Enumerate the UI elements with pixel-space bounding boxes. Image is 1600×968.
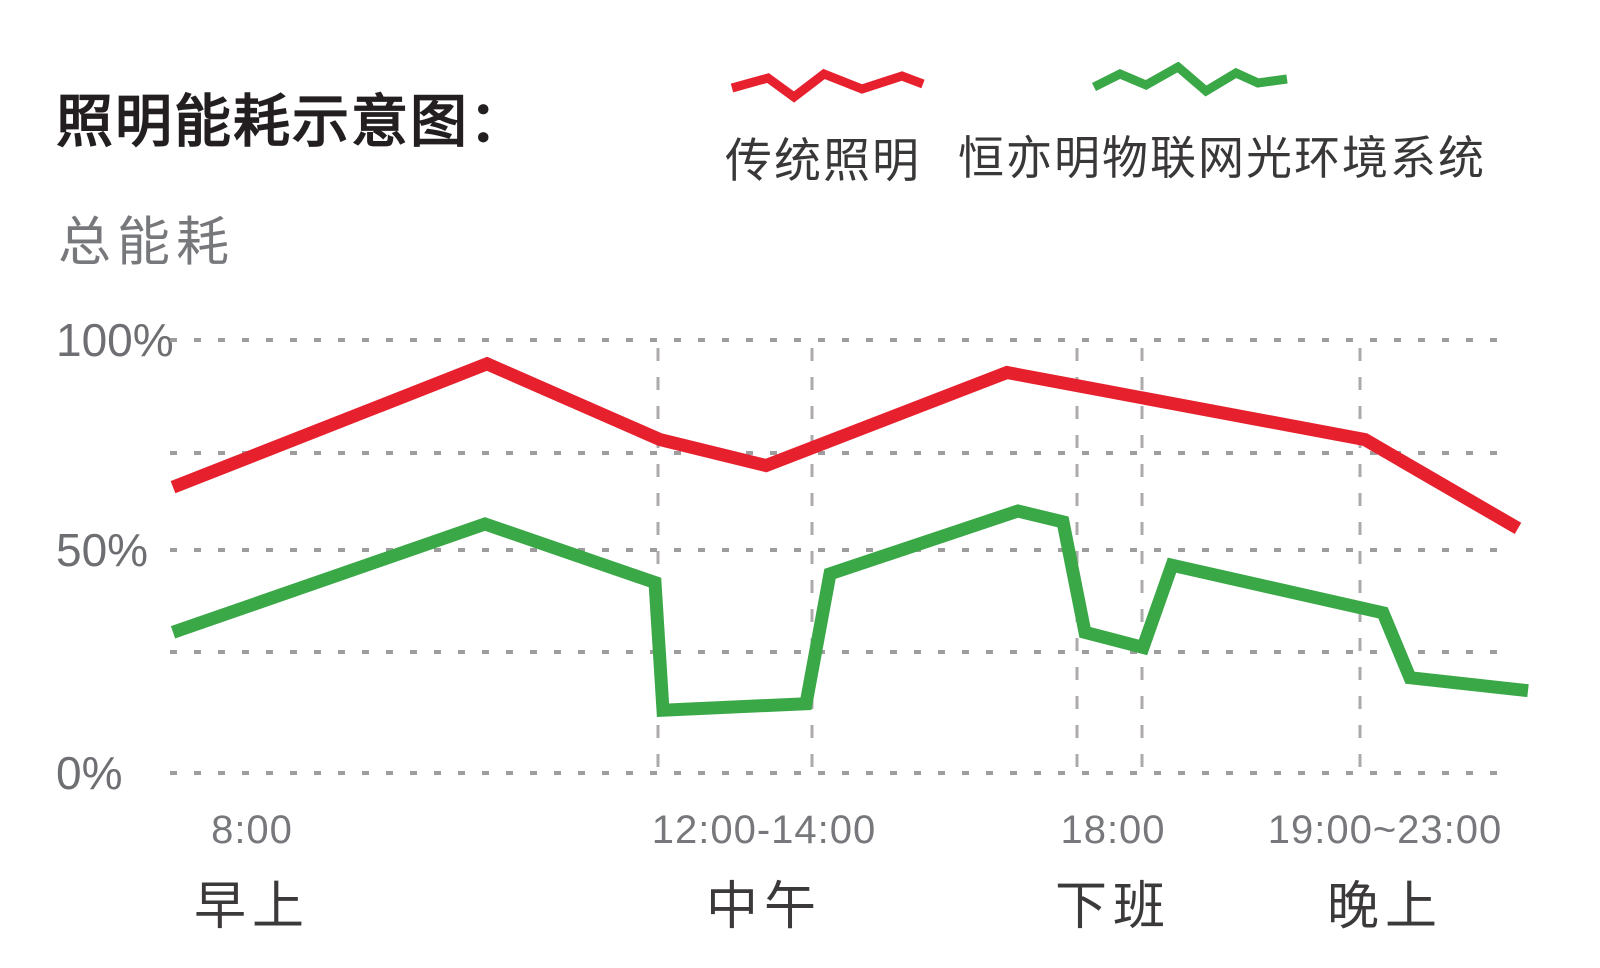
x-period-noon: 中午 — [705, 878, 823, 936]
y-tick-0: 0% — [56, 747, 123, 799]
y-tick-50: 50% — [56, 524, 149, 576]
legend-zigzag-green-icon — [1091, 62, 1288, 97]
legend-label-traditional-lighting: 传统照明 — [725, 134, 921, 187]
y-axis-title: 总能耗 — [58, 213, 235, 272]
x-period-offwork: 下班 — [1054, 878, 1172, 936]
legend-zigzag-red-icon — [730, 68, 925, 103]
y-tick-100: 100% — [56, 314, 174, 366]
x-time-evening: 19:00~23:00 — [1267, 808, 1503, 852]
page-title: 照明能耗示意图： — [56, 90, 528, 154]
x-period-evening: 晚上 — [1326, 878, 1444, 936]
legend-label-iot-system: 恒亦明物联网光环境系统 — [958, 132, 1486, 184]
x-time-offwork: 18:00 — [1060, 808, 1166, 852]
x-time-morning: 8:00 — [211, 808, 293, 852]
x-period-morning: 早上 — [193, 878, 311, 936]
x-time-noon: 12:00-14:00 — [651, 808, 877, 852]
